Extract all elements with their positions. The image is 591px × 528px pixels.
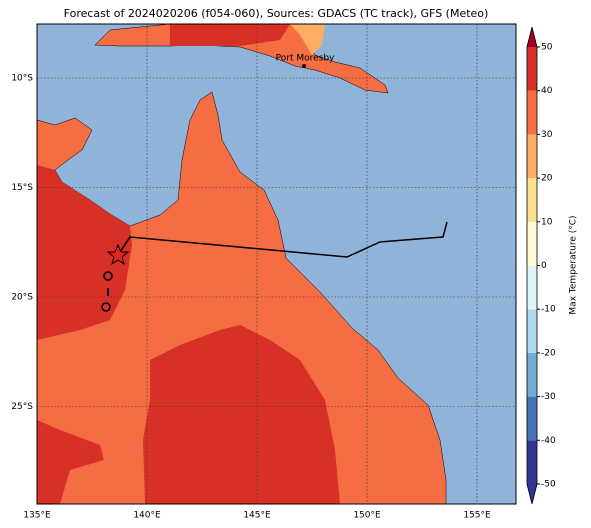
colorbar-segment [527, 440, 537, 484]
colorbar-segment [527, 221, 537, 266]
map-frame [36, 23, 517, 505]
colorbar-segment [527, 265, 537, 310]
lon-label: 135°E [23, 511, 51, 521]
colorbar-segment [527, 309, 537, 353]
hot-zone [143, 325, 340, 504]
lon-label: 145°E [243, 511, 271, 521]
lat-label: 15°S [11, 183, 33, 193]
map-title: Forecast of 2024020206 (f054-060), Sourc… [64, 7, 489, 20]
graticule: 135°E 140°E 145°E 150°E 155°E 10°S 15°S 20°S 25°… [11, 24, 516, 521]
colorbar-tick-label: 30 [541, 130, 553, 140]
map-area [36, 23, 516, 505]
colorbar-segment [527, 47, 537, 91]
lat-label: 20°S [11, 293, 33, 303]
colorbar-tick-label: 0 [541, 261, 547, 271]
tc-track [101, 221, 448, 312]
colorbar-tick-label: -10 [541, 305, 556, 315]
colorbar-segment [527, 352, 537, 397]
highland-zone [290, 24, 325, 55]
colorbar-extend [527, 27, 537, 47]
colorbar-tick-label: -20 [541, 348, 556, 358]
colorbar-tick-label: 20 [541, 174, 553, 184]
storm-position [106, 243, 130, 266]
colorbar-tick-label: -40 [541, 436, 556, 446]
colorbar-extend [527, 484, 537, 504]
lon-label: 150°E [353, 511, 381, 521]
colorbar-segment [527, 134, 537, 179]
city-marker [302, 64, 306, 68]
colorbar-segment [527, 90, 537, 135]
hot-zone [170, 24, 290, 46]
lon-label: 155°E [463, 511, 491, 521]
colorbar: -50 -40 -30 -20 -10 0 10 20 30 40 50 [526, 26, 556, 505]
lon-label: 140°E [133, 511, 161, 521]
colorbar-segment [527, 396, 537, 441]
colorbar-tick-label: -50 [541, 480, 556, 490]
australia [36, 91, 447, 505]
lat-label: 10°S [11, 74, 33, 84]
colorbar-tick-label: 40 [541, 86, 553, 96]
lat-label: 25°S [11, 402, 33, 412]
colorbar-label: Max Temperature (°C) [569, 215, 579, 314]
track-point [103, 271, 113, 281]
colorbar-segment [527, 178, 537, 222]
hot-zone [37, 420, 104, 504]
city-label: Port Moresby [276, 54, 335, 64]
colorbar-tick-label: 50 [541, 43, 553, 53]
colorbar-tick-label: 10 [541, 217, 553, 227]
hot-zone [37, 165, 132, 340]
track-line [117, 221, 448, 258]
colorbar-tick-label: -30 [541, 392, 556, 402]
track-point [101, 302, 111, 312]
